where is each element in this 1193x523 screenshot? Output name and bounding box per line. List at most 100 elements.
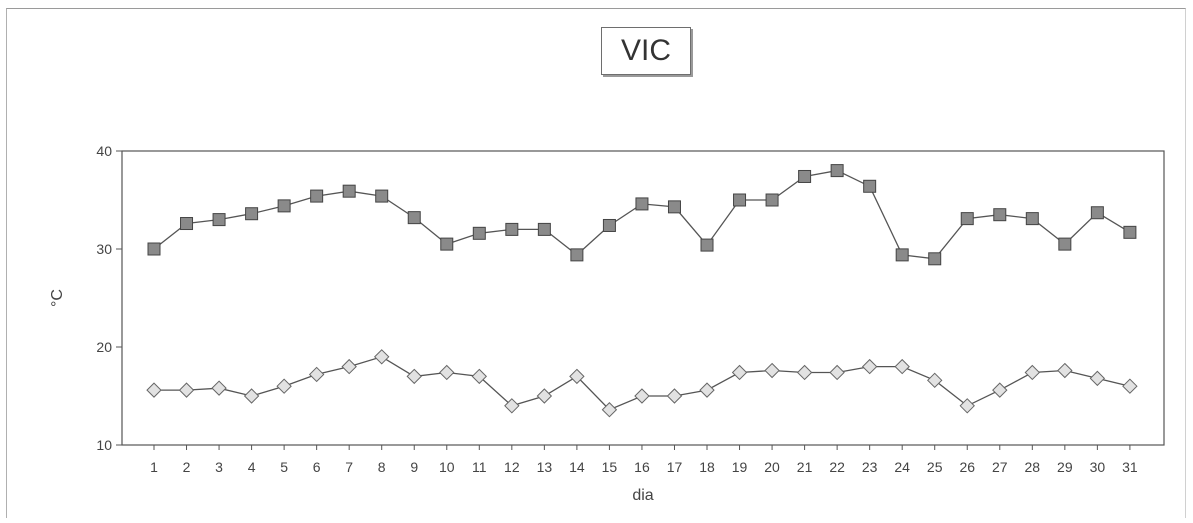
data-point-square [667,200,681,214]
chart-title: VIC [601,27,691,75]
x-tick-label: 6 [313,459,321,475]
data-point-diamond [504,398,520,414]
data-point-diamond [439,364,455,381]
data-point-diamond [146,382,162,398]
plot-area [121,150,1165,446]
x-tick-label: 4 [248,459,256,475]
data-point-diamond [634,388,650,404]
data-point-square [635,197,649,211]
data-point-diamond [601,402,618,418]
data-point-square [180,217,194,231]
x-tick-label: 30 [1090,459,1106,475]
x-tick-label: 3 [215,459,223,475]
x-tick-label: 12 [504,459,520,475]
data-point-diamond [959,398,975,414]
data-point-square [700,238,714,252]
data-point-square [960,212,974,226]
data-point-diamond [1024,364,1041,381]
x-tick-label: 7 [345,459,353,475]
data-point-diamond [1057,362,1073,379]
data-point-square [407,211,421,225]
data-point-square [602,218,616,232]
data-point-square [147,242,161,256]
data-point-square [863,179,877,193]
x-tick-label: 19 [732,459,748,475]
data-point-diamond [699,382,715,398]
data-point-diamond [1122,378,1138,394]
x-tick-label: 23 [862,459,878,475]
data-point-diamond [731,364,748,381]
data-point-square [505,222,519,236]
data-point-diamond [178,382,195,398]
data-point-diamond [927,372,943,389]
data-point-diamond [796,364,813,381]
data-point-diamond [1089,370,1106,387]
series-2 [146,349,1138,418]
x-tick-label: 28 [1025,459,1041,475]
x-tick-label: 29 [1057,459,1073,475]
data-point-square [1123,225,1137,239]
data-point-square [342,184,356,198]
chart-frame [6,8,1186,518]
data-point-diamond [569,368,585,385]
data-point-square [733,193,747,207]
x-axis-ticks: 1 2 3 4 5 6 7 8 9 10 11 12 13 14 15 16 17 18 19 20 21 22 23 24 2… [150,445,1138,475]
x-tick-label: 17 [667,459,683,475]
x-tick-label: 1 [150,459,158,475]
data-point-square [928,252,942,266]
data-point-square [440,237,454,251]
data-point-square [245,207,259,221]
x-tick-label: 15 [602,459,618,475]
data-point-diamond [861,358,878,375]
y-tick-label: 40 [96,143,112,159]
data-point-diamond [276,378,292,394]
x-tick-label: 8 [378,459,386,475]
data-point-diamond [341,358,357,375]
data-point-diamond [992,382,1008,398]
y-tick-label: 30 [96,241,112,257]
y-axis-label: °C [49,289,66,307]
data-point-diamond [308,366,325,383]
x-tick-label: 31 [1122,459,1138,475]
x-tick-label: 27 [992,459,1008,475]
data-point-square [993,208,1007,222]
series-line [153,169,1131,260]
x-tick-label: 5 [280,459,288,475]
data-point-diamond [536,388,553,404]
data-point-diamond [471,368,488,385]
x-tick-label: 13 [537,459,553,475]
data-point-square [277,199,291,213]
x-tick-label: 24 [894,459,910,475]
x-tick-label: 9 [410,459,418,475]
data-point-square [472,226,486,240]
data-point-square [537,222,551,236]
series-1 [147,164,1137,266]
data-point-square [375,189,389,203]
data-point-diamond [243,388,260,404]
x-tick-label: 20 [764,459,780,475]
y-tick-label: 20 [96,339,112,355]
data-point-diamond [764,362,780,379]
x-tick-label: 21 [797,459,813,475]
data-point-diamond [211,380,227,396]
y-tick-label: 10 [96,437,112,453]
y-axis-ticks: 10 20 30 40 [96,143,122,453]
x-tick-label: 18 [699,459,715,475]
data-point-square [1058,237,1072,251]
data-point-square [830,164,844,178]
data-point-square [310,189,324,203]
data-point-square [570,248,584,262]
data-point-square [212,213,226,227]
data-point-square [895,248,909,262]
x-tick-label: 16 [634,459,650,475]
data-point-square [1090,206,1104,220]
x-tick-label: 22 [829,459,845,475]
x-tick-label: 11 [472,459,487,475]
series-layer [146,164,1138,418]
data-point-diamond [374,349,390,365]
x-tick-label: 2 [183,459,191,475]
x-tick-label: 26 [959,459,975,475]
data-point-diamond [829,364,845,381]
x-tick-label: 10 [439,459,455,475]
data-point-diamond [666,388,683,404]
